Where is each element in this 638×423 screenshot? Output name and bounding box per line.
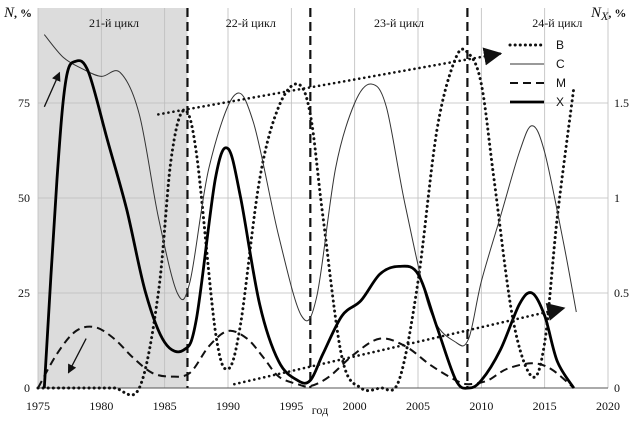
- pointer-arrow-3: [43, 71, 61, 108]
- x-axis-title: год: [312, 403, 328, 417]
- x-tick-label-2005: 2005: [406, 399, 430, 413]
- legend-label-m: M: [556, 76, 566, 90]
- y-left-tick-label-0: 0: [24, 381, 30, 395]
- y-axis-left-title: N, %: [3, 5, 32, 21]
- x-tick-label-2020: 2020: [596, 399, 620, 413]
- x-tick-label-1980: 1980: [89, 399, 113, 413]
- x-tick-label-1985: 1985: [153, 399, 177, 413]
- label-layer: N, % NX, % год: [3, 5, 626, 417]
- x-tick-label-1990: 1990: [216, 399, 240, 413]
- x-tick-label-1975: 1975: [26, 399, 50, 413]
- cycle-label-21: 21-й цикл: [89, 16, 139, 30]
- y-left-tick-label-75: 75: [18, 96, 30, 110]
- legend-label-c: C: [556, 57, 565, 71]
- y-left-tick-label-50: 50: [18, 191, 30, 205]
- y-right-tick-label-1: 1: [614, 191, 620, 205]
- cycle-label-24: 24-й цикл: [532, 16, 582, 30]
- y-right-tick-label-1-5: 1.5: [614, 96, 629, 110]
- y-right-tick-label-0-5: 0.5: [614, 286, 629, 300]
- x-tick-label-2010: 2010: [469, 399, 493, 413]
- y-right-tick-label-0: 0: [614, 381, 620, 395]
- x-tick-label-1995: 1995: [279, 399, 303, 413]
- annotation-layer: [43, 47, 566, 386]
- series-line-x: [42, 59, 575, 390]
- cycle-label-23: 23-й цикл: [374, 16, 424, 30]
- y-left-tick-label-25: 25: [18, 286, 30, 300]
- trend-arrow-2: [233, 303, 566, 386]
- trend-arrow-1: [157, 47, 503, 116]
- series-layer: [36, 34, 577, 397]
- cycle-boundary-layer: 21-й цикл 22-й цикл 23-й цикл 24-й цикл: [89, 8, 582, 388]
- axes-layer: 1975 1980 1985 1990 1995 2000 2005 2010 2015 2020…: [18, 96, 629, 413]
- x-tick-label-2015: 2015: [533, 399, 557, 413]
- y-axis-right-title: NX, %: [590, 5, 626, 23]
- x-tick-label-2000: 2000: [343, 399, 367, 413]
- legend-label-x: X: [556, 95, 564, 109]
- pointer-arrow-4: [67, 338, 87, 374]
- series-line-b: [36, 47, 576, 397]
- legend-label-b: B: [556, 38, 564, 52]
- series-line-c: [43, 34, 577, 347]
- cycle-label-22: 22-й цикл: [226, 16, 276, 30]
